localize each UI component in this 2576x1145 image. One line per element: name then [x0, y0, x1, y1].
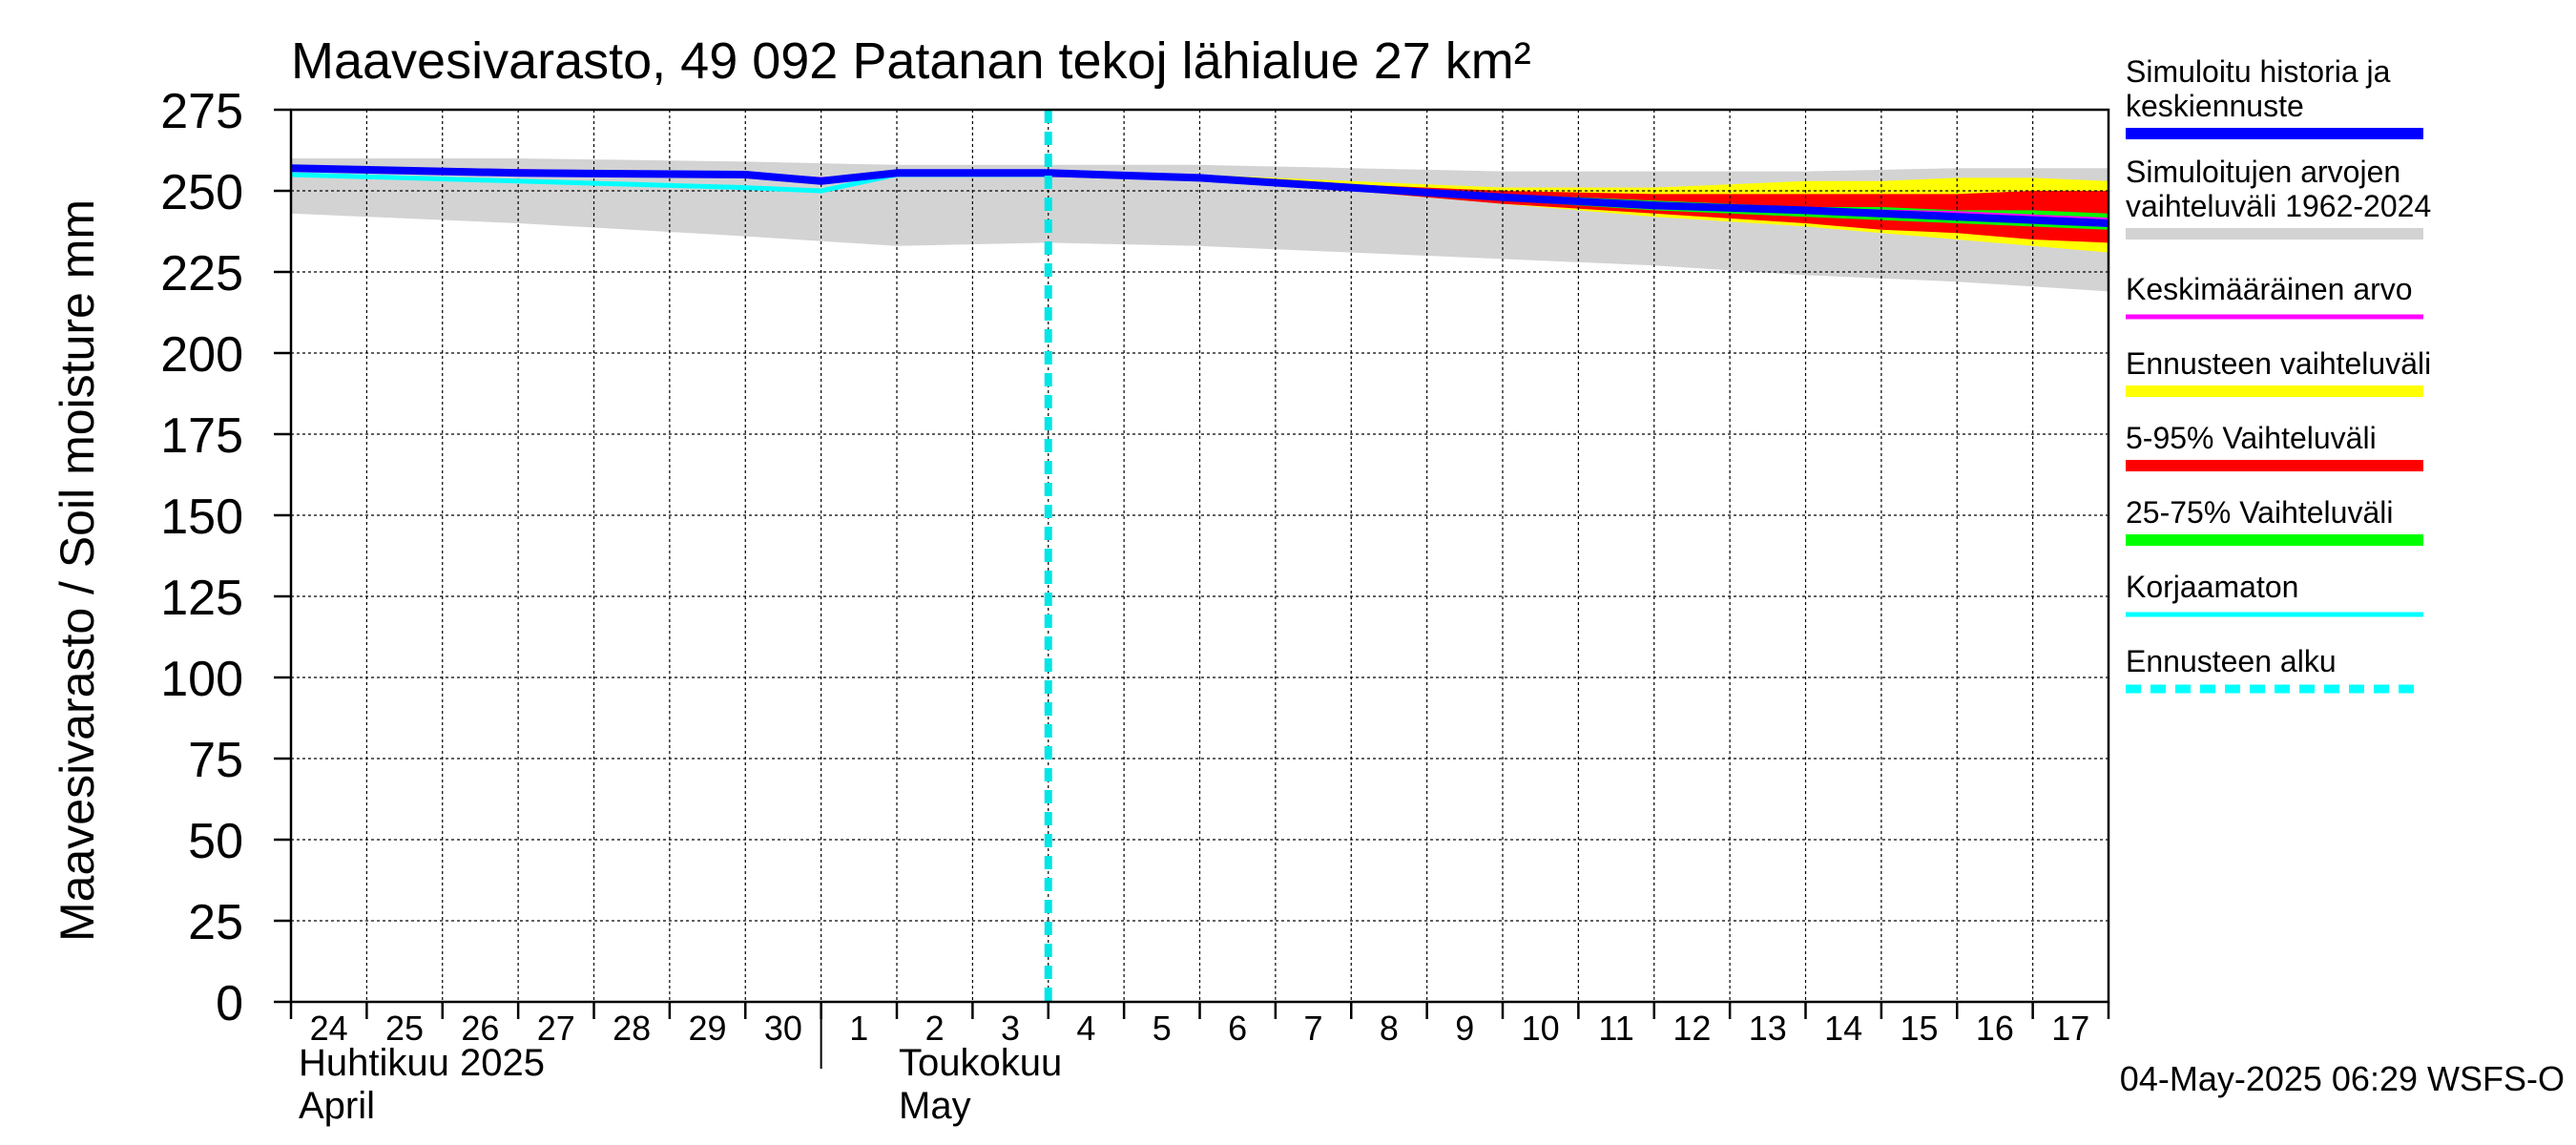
series-line-layer [290, 110, 2109, 1002]
x-tick-label: 9 [1455, 1009, 1474, 1048]
legend-label: 5-95% Vaihteluväli [2126, 421, 2377, 455]
month-label-en: May [899, 1085, 971, 1127]
x-tick-label: 24 [310, 1009, 348, 1048]
x-tick-label: 4 [1076, 1009, 1095, 1048]
y-tick-label: 100 [160, 652, 243, 707]
x-tick-label: 25 [385, 1009, 424, 1048]
x-tick-label: 6 [1228, 1009, 1247, 1048]
x-tick-label: 8 [1380, 1009, 1399, 1048]
y-tick-label: 150 [160, 489, 243, 545]
y-tick-label: 75 [188, 733, 243, 788]
timestamp-label: 04-May-2025 06:29 WSFS-O [2120, 1059, 2565, 1098]
y-tick-label: 275 [160, 84, 243, 139]
legend-label: Simuloitu historia ja [2126, 54, 2391, 89]
x-tick-label: 7 [1304, 1009, 1323, 1048]
y-tick-label: 250 [160, 165, 243, 220]
x-tick-label: 16 [1976, 1009, 2014, 1048]
month-label-en: April [299, 1085, 375, 1127]
chart-title: Maavesivarasto, 49 092 Patanan tekoj läh… [291, 32, 1531, 90]
series-6-line [290, 164, 2109, 227]
x-tick-label: 1 [849, 1009, 868, 1048]
y-tick-label: 225 [160, 246, 243, 302]
month-label: Toukokuu [899, 1042, 1062, 1084]
legend-label: Korjaamaton [2126, 570, 2298, 604]
legend-label: Ennusteen alku [2126, 644, 2337, 678]
x-tick-label: 3 [1001, 1009, 1020, 1048]
x-tick-label: 12 [1672, 1009, 1711, 1048]
legend-label: Simuloitujen arvojen [2126, 155, 2400, 189]
y-tick-label: 175 [160, 408, 243, 464]
x-tick-label: 26 [461, 1009, 499, 1048]
x-tick-label: 10 [1522, 1009, 1560, 1048]
legend-label: Ennusteen vaihteluväli [2126, 346, 2431, 381]
x-tick-label: 5 [1153, 1009, 1172, 1048]
month-label: Huhtikuu 2025 [299, 1042, 545, 1084]
y-tick-label: 0 [216, 976, 243, 1031]
series-1-band [1048, 171, 2109, 253]
x-axis: 24 25 26 27 28 29 30 1 2 3 4 5 6 7 8 9 10 11 12 13 14 15 16 17H… [289, 1002, 2110, 1127]
x-tick-label: 11 [1598, 1009, 1633, 1048]
legend-label: Keskimääräinen arvo [2126, 272, 2413, 306]
x-tick-label: 13 [1749, 1009, 1787, 1048]
x-tick-label: 17 [2051, 1009, 2089, 1048]
x-tick-label: 30 [764, 1009, 802, 1048]
x-tick-label: 29 [689, 1009, 727, 1048]
x-tick-label: 27 [537, 1009, 575, 1048]
legend-label: keskiennuste [2126, 89, 2304, 123]
y-tick-label: 200 [160, 327, 243, 383]
y-axis-label: Maavesivarasto / Soil moisture mm [51, 199, 104, 942]
legend-label: vaihteluväli 1962-2024 [2126, 189, 2431, 223]
x-tick-label: 15 [1901, 1009, 1939, 1048]
y-tick-label: 125 [160, 571, 243, 626]
legend-label: 25-75% Vaihteluväli [2126, 495, 2393, 530]
x-tick-label: 28 [613, 1009, 651, 1048]
y-tick-label: 50 [188, 814, 243, 869]
y-tick-label: 25 [188, 895, 243, 950]
x-tick-label: 14 [1824, 1009, 1862, 1048]
y-axis: 0 25 50 75 100 125 150 175 200 225 250 275 [160, 84, 291, 1031]
x-tick-label: 2 [925, 1009, 945, 1048]
